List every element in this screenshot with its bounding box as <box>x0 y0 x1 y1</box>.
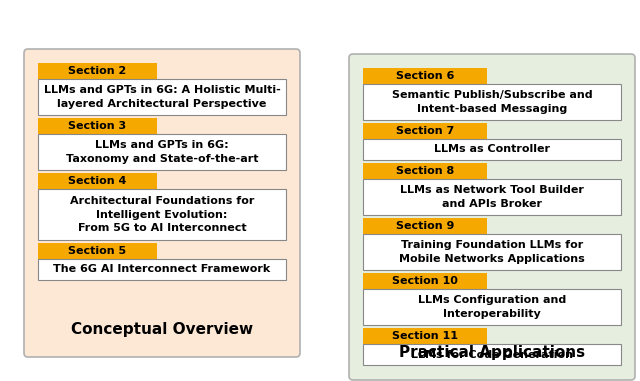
Text: Section 11: Section 11 <box>392 331 458 341</box>
Text: The 6G AI Interconnect Framework: The 6G AI Interconnect Framework <box>53 264 271 274</box>
FancyBboxPatch shape <box>24 49 300 357</box>
Bar <box>363 289 621 325</box>
Bar <box>363 68 487 84</box>
Bar <box>363 344 621 365</box>
Text: Section 2: Section 2 <box>68 66 127 76</box>
Bar <box>38 243 157 259</box>
Text: Section 4: Section 4 <box>68 176 127 186</box>
Text: Section 10: Section 10 <box>392 276 458 286</box>
Text: Practical Applications: Practical Applications <box>399 345 585 360</box>
Text: LLMs as Controller: LLMs as Controller <box>434 144 550 155</box>
Bar <box>38 79 286 115</box>
Text: Section 9: Section 9 <box>396 221 454 231</box>
Bar <box>363 328 487 344</box>
Text: Conceptual Overview: Conceptual Overview <box>71 322 253 337</box>
Bar <box>363 179 621 215</box>
Bar <box>38 259 286 280</box>
Bar <box>38 173 157 189</box>
Bar <box>38 63 157 79</box>
Text: LLMs and GPTs in 6G:
Taxonomy and State-of-the-art: LLMs and GPTs in 6G: Taxonomy and State-… <box>66 141 259 163</box>
Bar <box>363 218 487 234</box>
Bar <box>363 139 621 160</box>
Text: Section 6: Section 6 <box>396 71 454 81</box>
Text: Section 5: Section 5 <box>68 246 127 256</box>
Bar <box>363 273 487 289</box>
Bar <box>363 84 621 120</box>
Text: LLMs as Network Tool Builder
and APIs Broker: LLMs as Network Tool Builder and APIs Br… <box>400 186 584 209</box>
Text: Section 8: Section 8 <box>396 166 454 176</box>
Text: Section 3: Section 3 <box>68 121 127 131</box>
Text: Architectural Foundations for
Intelligent Evolution:
From 5G to AI Interconnect: Architectural Foundations for Intelligen… <box>70 196 254 233</box>
Text: LLMs Configuration and
Interoperability: LLMs Configuration and Interoperability <box>418 295 566 319</box>
Bar <box>363 123 487 139</box>
Text: Section 7: Section 7 <box>396 126 454 136</box>
Text: LLMs for Code Generation: LLMs for Code Generation <box>411 349 573 360</box>
Bar <box>38 189 286 240</box>
Text: Training Foundation LLMs for
Mobile Networks Applications: Training Foundation LLMs for Mobile Netw… <box>399 240 585 264</box>
Text: Semantic Publish/Subscribe and
Intent-based Messaging: Semantic Publish/Subscribe and Intent-ba… <box>392 90 592 114</box>
Text: LLMs and GPTs in 6G: A Holistic Multi-
layered Architectural Perspective: LLMs and GPTs in 6G: A Holistic Multi- l… <box>44 85 280 109</box>
Bar <box>38 118 157 134</box>
Bar <box>38 134 286 170</box>
Bar <box>363 234 621 270</box>
FancyBboxPatch shape <box>349 54 635 380</box>
Bar <box>363 163 487 179</box>
